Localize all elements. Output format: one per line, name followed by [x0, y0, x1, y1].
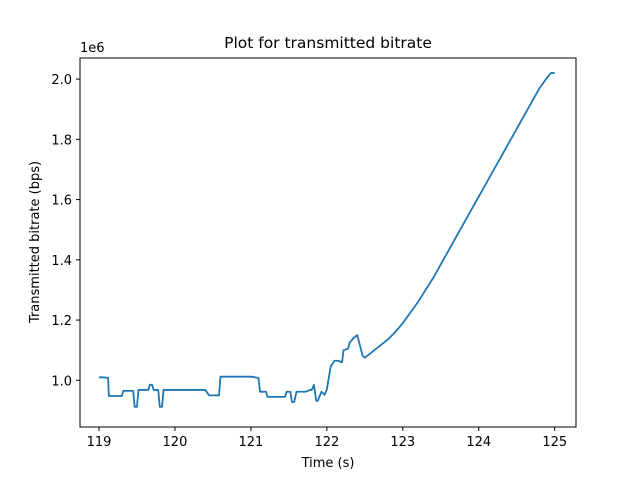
chart-title: Plot for transmitted bitrate [224, 34, 432, 52]
y-axis-label: Transmitted bitrate (bps) [28, 161, 43, 324]
y-tick-label: 1.6 [51, 194, 72, 209]
y-tick-label: 2.0 [51, 73, 72, 88]
x-tick-label: 120 [163, 435, 188, 450]
x-axis-label: Time (s) [301, 456, 355, 471]
plot-area [80, 58, 576, 427]
y-tick-label: 1.8 [51, 133, 72, 148]
y-tick-label: 1.2 [51, 314, 72, 329]
x-tick-label: 124 [466, 435, 491, 450]
x-tick-label: 119 [87, 435, 112, 450]
y-tick-label: 1.0 [51, 374, 72, 389]
y-ticks: 1.0 1.2 1.4 1.6 1.8 2.0 [51, 73, 80, 389]
x-tick-label: 122 [314, 435, 339, 450]
bitrate-series-line [98, 72, 555, 408]
y-tick-label: 1.4 [51, 254, 72, 269]
series-layer [98, 72, 555, 408]
x-tick-label: 121 [238, 435, 263, 450]
x-tick-label: 123 [390, 435, 415, 450]
plot-frame [79, 57, 577, 428]
x-ticks: 119 120 121 122 123 124 125 [87, 427, 567, 450]
x-tick-label: 125 [542, 435, 567, 450]
y-offset-label: 1e6 [80, 41, 105, 56]
